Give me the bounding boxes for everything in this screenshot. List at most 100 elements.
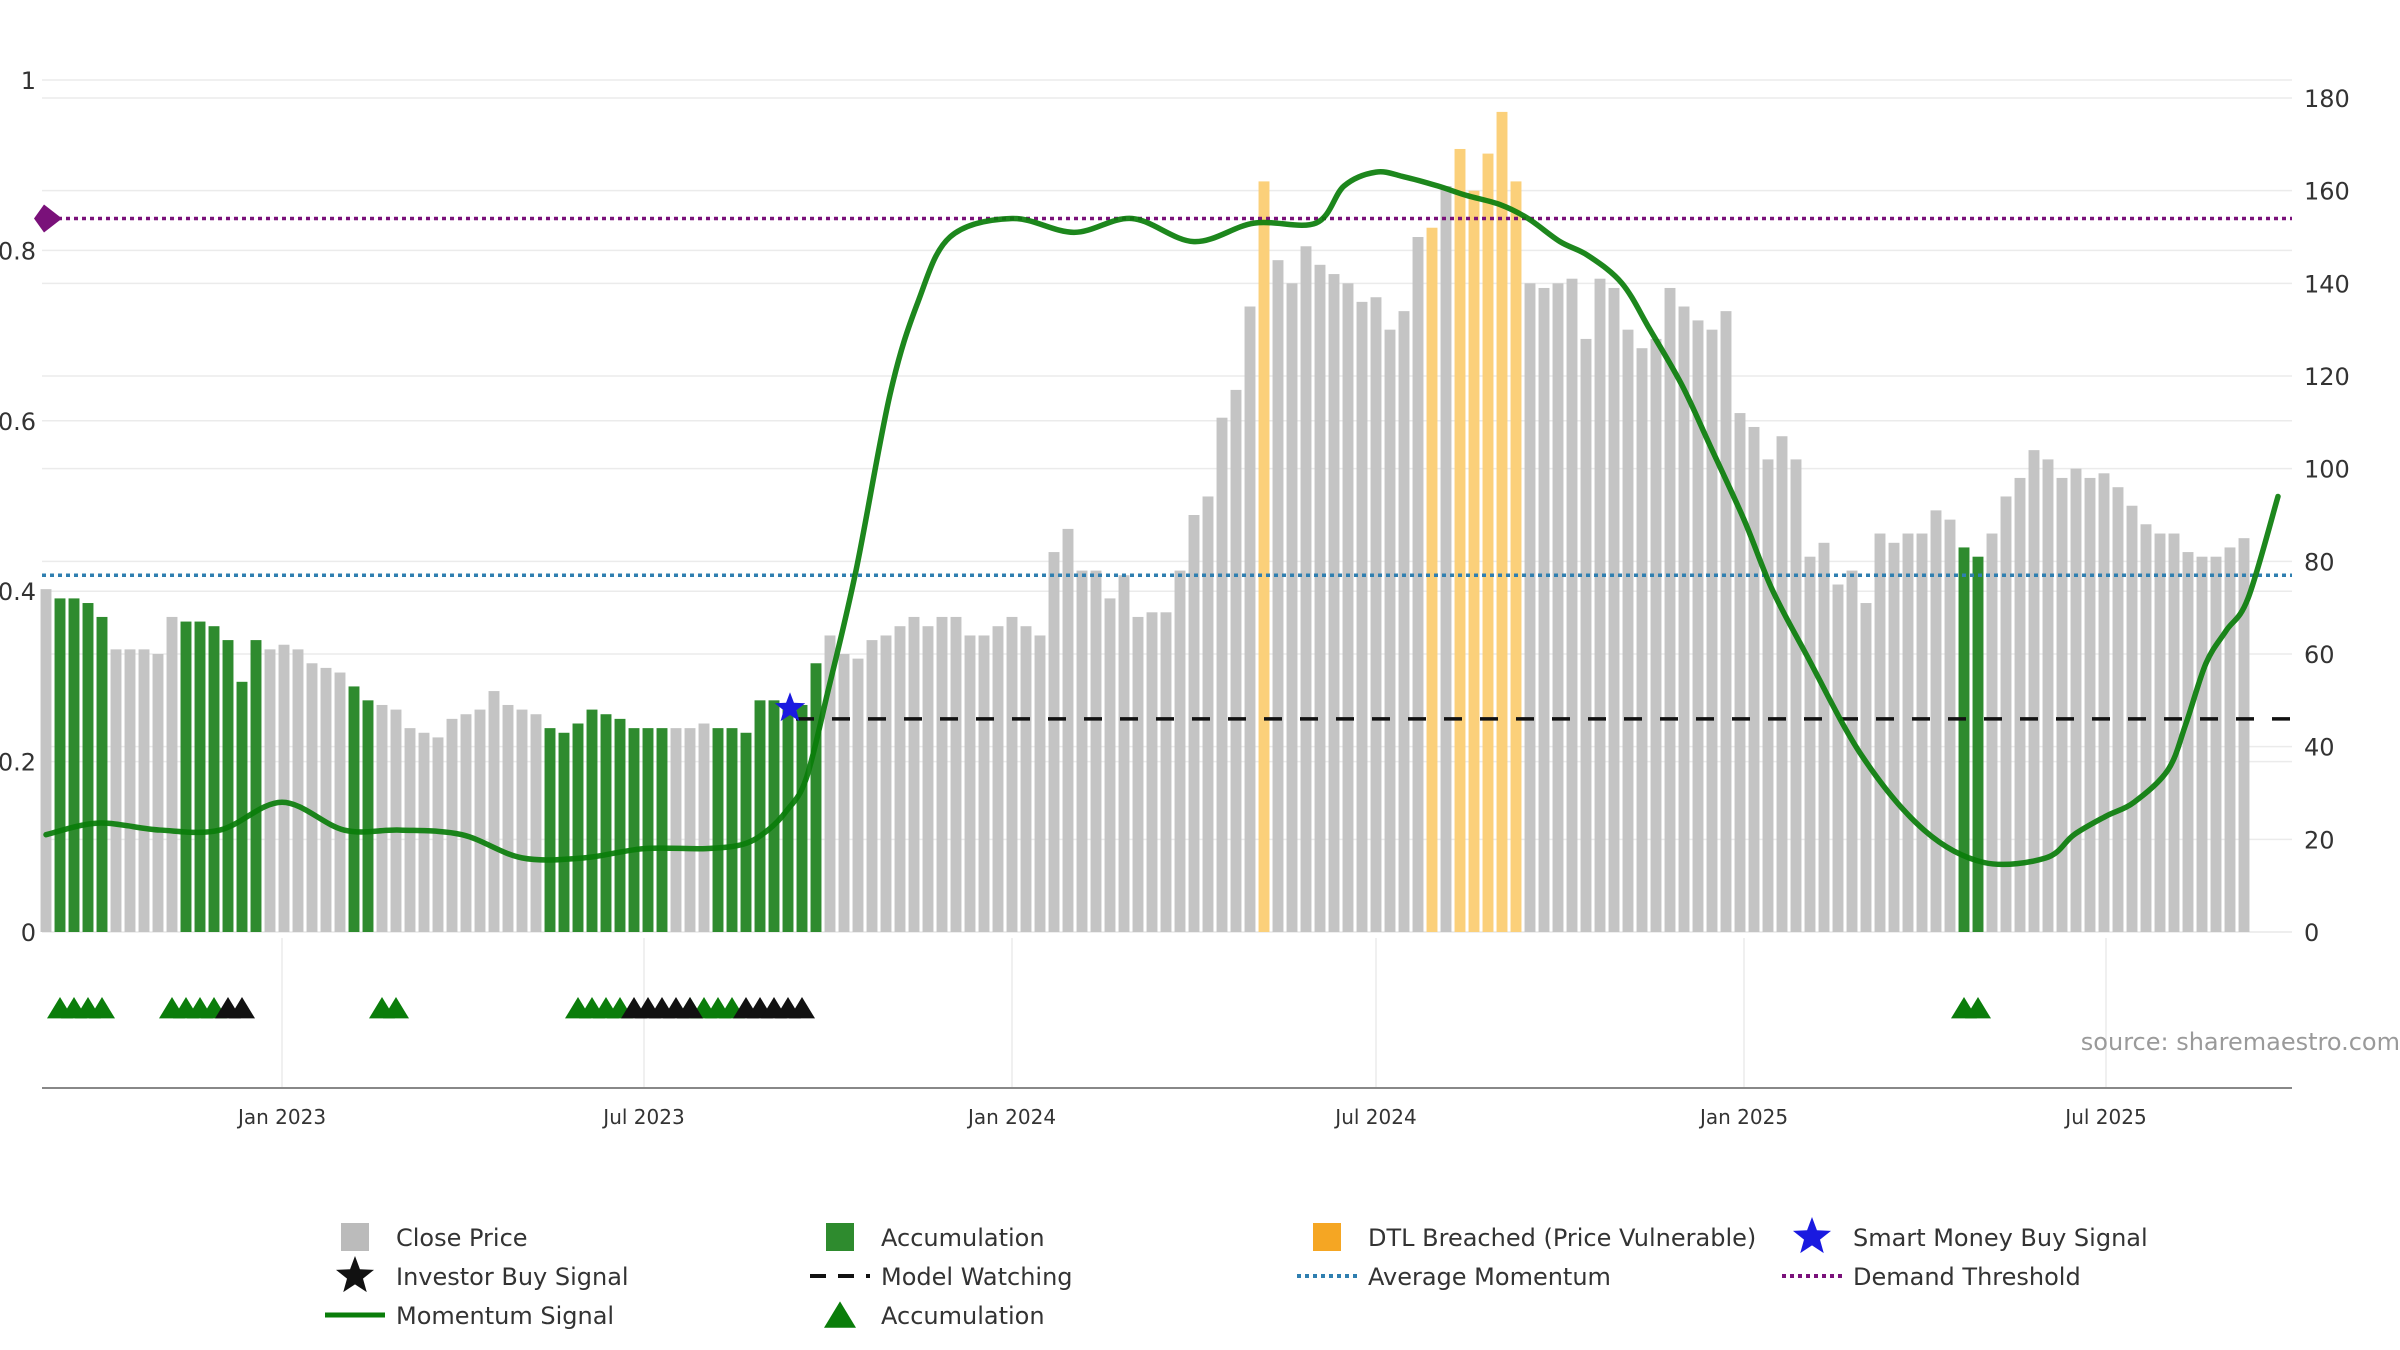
accumulation-bar <box>558 732 570 932</box>
close-price-bar <box>1986 533 1998 932</box>
close-price-bar <box>1930 510 1942 932</box>
close-price-bar <box>390 709 402 932</box>
close-price-bar <box>1902 533 1914 932</box>
accumulation-bar <box>96 616 108 932</box>
close-price-bar <box>1314 264 1326 932</box>
close-price-bar <box>964 635 976 932</box>
legend-item: Smart Money Buy Signal <box>1792 1217 2148 1254</box>
legend-label: DTL Breached (Price Vulnerable) <box>1368 1224 1756 1252</box>
right-tick-label: 180 <box>2304 85 2350 113</box>
close-price-bar <box>1174 570 1186 932</box>
legend-item: Momentum Signal <box>325 1302 614 1330</box>
close-price-bar <box>446 718 458 932</box>
dtl-breached-bar <box>1258 181 1270 932</box>
close-price-bar <box>1650 338 1662 932</box>
right-tick-label: 60 <box>2304 641 2335 669</box>
close-price-bar <box>320 667 332 932</box>
accumulation-bar <box>782 709 794 932</box>
source-label: source: sharemaestro.com <box>2081 1028 2400 1056</box>
accumulation-marker <box>383 996 409 1019</box>
close-price-bar <box>474 709 486 932</box>
close-price-bar <box>1090 570 1102 932</box>
legend-label: Model Watching <box>881 1263 1073 1291</box>
close-price-bar <box>1188 515 1200 932</box>
accumulation-bar <box>726 728 738 932</box>
legend-triangle-icon <box>824 1301 856 1328</box>
accumulation-bar <box>810 663 822 932</box>
close-price-bar <box>1944 519 1956 932</box>
close-price-bar <box>1272 260 1284 933</box>
close-price-bar <box>1552 283 1564 932</box>
close-price-bar <box>1846 570 1858 932</box>
left-tick-label: 0.8 <box>0 237 36 265</box>
close-price-bar <box>2000 496 2012 932</box>
accumulation-bar <box>796 704 808 932</box>
bars-layer <box>40 111 2250 933</box>
accumulation-bar <box>1958 547 1970 932</box>
close-price-bar <box>2154 533 2166 932</box>
right-tick-label: 120 <box>2304 363 2350 391</box>
legend-label: Momentum Signal <box>396 1302 614 1330</box>
legend-square-icon <box>826 1223 854 1251</box>
close-price-bar <box>2238 538 2250 932</box>
close-price-bar <box>2042 459 2054 932</box>
accumulation-bar <box>754 700 766 932</box>
close-price-bar <box>1720 311 1732 933</box>
legend-label: Average Momentum <box>1368 1263 1611 1291</box>
accumulation-bar <box>712 728 724 932</box>
close-price-bar <box>1076 570 1088 932</box>
accumulation-bar <box>208 626 220 932</box>
momentum-signal-line <box>43 169 2281 868</box>
accumulation-bar <box>194 621 206 932</box>
close-price-bar <box>1678 306 1690 932</box>
close-price-bar <box>978 635 990 932</box>
accumulation-marker <box>89 996 115 1019</box>
close-price-bar <box>1636 348 1648 932</box>
legend-item: Accumulation <box>824 1301 1045 1330</box>
close-price-bar <box>880 635 892 932</box>
close-price-bar <box>1706 329 1718 933</box>
legend-star-icon <box>335 1256 375 1293</box>
close-price-bar <box>894 626 906 932</box>
close-price-bar <box>460 714 472 932</box>
close-price-bar <box>1104 598 1116 932</box>
close-price-bar <box>1888 542 1900 932</box>
x-tick-label: Jan 2023 <box>236 1105 326 1129</box>
close-price-bar <box>922 626 934 932</box>
close-price-bar <box>1916 533 1928 932</box>
accumulation-marker <box>1965 996 1991 1019</box>
close-price-bar <box>1202 496 1214 932</box>
close-price-bar <box>124 649 136 932</box>
close-price-bar <box>530 714 542 932</box>
close-price-bar <box>1832 584 1844 932</box>
close-price-bar <box>1818 542 1830 932</box>
close-price-bar <box>2028 450 2040 932</box>
close-price-bar <box>1594 278 1606 932</box>
close-price-bar <box>1132 616 1144 932</box>
close-price-bar <box>152 654 164 932</box>
accumulation-bar <box>768 700 780 932</box>
x-tick-label: Jul 2023 <box>601 1105 684 1129</box>
close-price-bar <box>1622 329 1634 933</box>
legend-label: Accumulation <box>881 1224 1045 1252</box>
close-price-bar <box>2224 547 2236 932</box>
accumulation-bar <box>222 640 234 932</box>
close-price-bar <box>264 649 276 932</box>
close-price-bar <box>1608 287 1620 932</box>
close-price-bar <box>908 616 920 932</box>
close-price-bar <box>432 737 444 932</box>
close-price-bar <box>1062 528 1074 932</box>
close-price-bar <box>1524 283 1536 932</box>
x-tick-label: Jul 2024 <box>1333 1105 1416 1129</box>
right-tick-label: 80 <box>2304 548 2335 576</box>
close-price-bar <box>278 644 290 932</box>
close-price-bar <box>670 728 682 932</box>
left-tick-label: 0.4 <box>0 578 36 606</box>
right-tick-label: 100 <box>2304 456 2350 484</box>
dtl-breached-bar <box>1468 190 1480 932</box>
legend-square-icon <box>341 1223 369 1251</box>
close-price-bar <box>1230 389 1242 932</box>
left-tick-label: 0 <box>21 919 36 947</box>
